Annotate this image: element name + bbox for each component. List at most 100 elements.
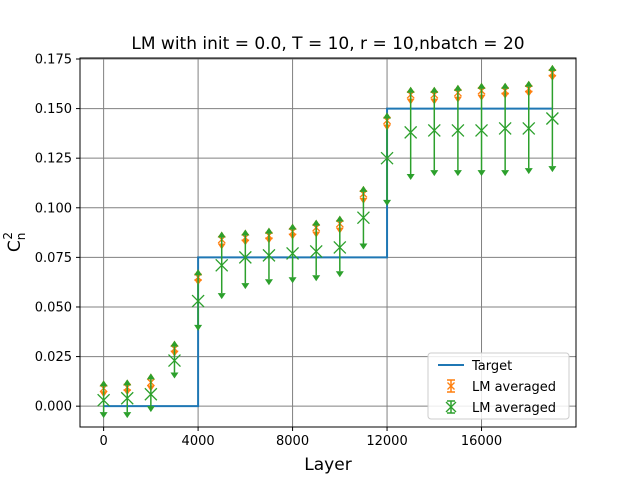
- y-tick-label: 0.000: [35, 400, 72, 415]
- plot-frame: [79, 57, 577, 428]
- marker-stroke: [356, 211, 370, 225]
- error-cap-up: [146, 373, 155, 380]
- y-tick-label: 0.050: [35, 300, 72, 315]
- data-point-marker: [215, 258, 229, 272]
- marker-stroke: [191, 294, 205, 308]
- data-point: [238, 229, 252, 290]
- error-cap-up: [123, 379, 132, 386]
- data-point-marker: [120, 391, 134, 405]
- data-point-marker: [522, 121, 536, 135]
- data-point: [380, 112, 394, 206]
- marker-stroke: [451, 123, 465, 137]
- marker-stroke: [120, 391, 134, 405]
- error-cap-up: [264, 227, 273, 234]
- data-point-marker: [498, 121, 512, 135]
- marker-stroke: [286, 246, 300, 260]
- error-cap-up: [548, 64, 557, 71]
- legend-box: [427, 352, 570, 420]
- error-cap-up: [217, 231, 226, 238]
- error-cap-up: [406, 86, 415, 93]
- error-cap-up: [170, 340, 179, 347]
- legend: Target LM averaged LM averaged: [427, 352, 570, 420]
- data-point: [475, 82, 488, 177]
- error-cap-down: [170, 372, 179, 379]
- marker-stroke: [445, 401, 457, 413]
- data-point-marker: [144, 387, 158, 401]
- error-cap-down: [335, 271, 344, 278]
- data-point-marker: [309, 244, 323, 258]
- error-cap-down: [146, 406, 155, 413]
- data-point: [451, 84, 465, 177]
- data-point-marker: [191, 294, 205, 308]
- error-cap-down: [477, 170, 486, 177]
- data-point-marker: [286, 246, 300, 260]
- data-point: [498, 82, 512, 177]
- error-cap-up: [335, 215, 344, 222]
- data-point-marker: [545, 112, 559, 125]
- error-cap-up: [430, 86, 439, 93]
- error-cap-up: [312, 219, 321, 226]
- marker-stroke: [545, 112, 559, 125]
- y-axis-label-sup: 2: [1, 232, 15, 240]
- marker-stroke: [475, 123, 488, 137]
- data-point-marker: [404, 125, 418, 139]
- legend-series-2-label: LM averaged: [472, 401, 556, 416]
- y-tick-label: 0.125: [35, 152, 72, 167]
- x-tick-label: 16000: [461, 434, 502, 449]
- data-point-marker: [168, 354, 181, 367]
- error-cap-down: [383, 199, 392, 206]
- data-point-marker: [427, 123, 441, 137]
- marker-stroke: [309, 244, 323, 258]
- data-point-marker: [475, 123, 488, 137]
- error-cap-up: [383, 112, 392, 119]
- data-point: [144, 373, 158, 413]
- y-axis-label: Cn2: [1, 232, 28, 252]
- error-cap-down: [406, 174, 415, 181]
- legend-target-label: Target: [471, 359, 512, 374]
- marker-stroke: [97, 393, 111, 407]
- data-point-marker: [238, 250, 252, 264]
- series-group: [97, 64, 559, 419]
- data-point-marker: [356, 211, 370, 225]
- marker-stroke: [404, 125, 418, 139]
- error-cap-down: [288, 277, 297, 284]
- data-point: [545, 64, 559, 173]
- data-point-marker: [333, 241, 347, 254]
- marker-stroke: [262, 248, 276, 262]
- data-point: [262, 227, 276, 286]
- error-cap-down: [548, 166, 557, 173]
- error-cap-down: [524, 168, 533, 175]
- data-point: [522, 80, 536, 175]
- marker-stroke: [447, 382, 455, 390]
- data-point: [309, 219, 323, 282]
- error-cap-down: [123, 412, 132, 419]
- error-cap-down: [430, 170, 439, 177]
- marker-stroke: [144, 387, 158, 401]
- data-point: [333, 215, 347, 278]
- data-point: [215, 231, 229, 300]
- error-cap-down: [501, 170, 510, 177]
- x-axis-ticks: 0 4000 8000 12000 16000: [99, 427, 502, 449]
- data-point: [427, 86, 441, 177]
- y-tick-label: 0.075: [35, 251, 72, 266]
- data-point: [120, 379, 134, 419]
- data-point-marker: [447, 382, 455, 390]
- data-point: [168, 340, 181, 379]
- error-cap-up: [501, 82, 510, 89]
- data-point-marker: [262, 248, 276, 262]
- error-cap-down: [194, 324, 203, 331]
- y-axis-label-sub: n: [14, 233, 28, 241]
- marker-stroke: [427, 123, 441, 137]
- error-cap-up: [99, 380, 108, 387]
- error-cap-up: [477, 82, 486, 89]
- error-cap-down: [264, 279, 273, 286]
- error-cap-up: [453, 84, 462, 91]
- data-point-marker: [380, 151, 394, 165]
- error-cap-up: [524, 80, 533, 87]
- legend-series-2-swatch: [445, 400, 457, 414]
- x-axis-label: Layer: [304, 455, 351, 475]
- error-cap-down: [453, 170, 462, 177]
- error-cap-up: [359, 185, 368, 192]
- x-tick-label: 8000: [276, 434, 309, 449]
